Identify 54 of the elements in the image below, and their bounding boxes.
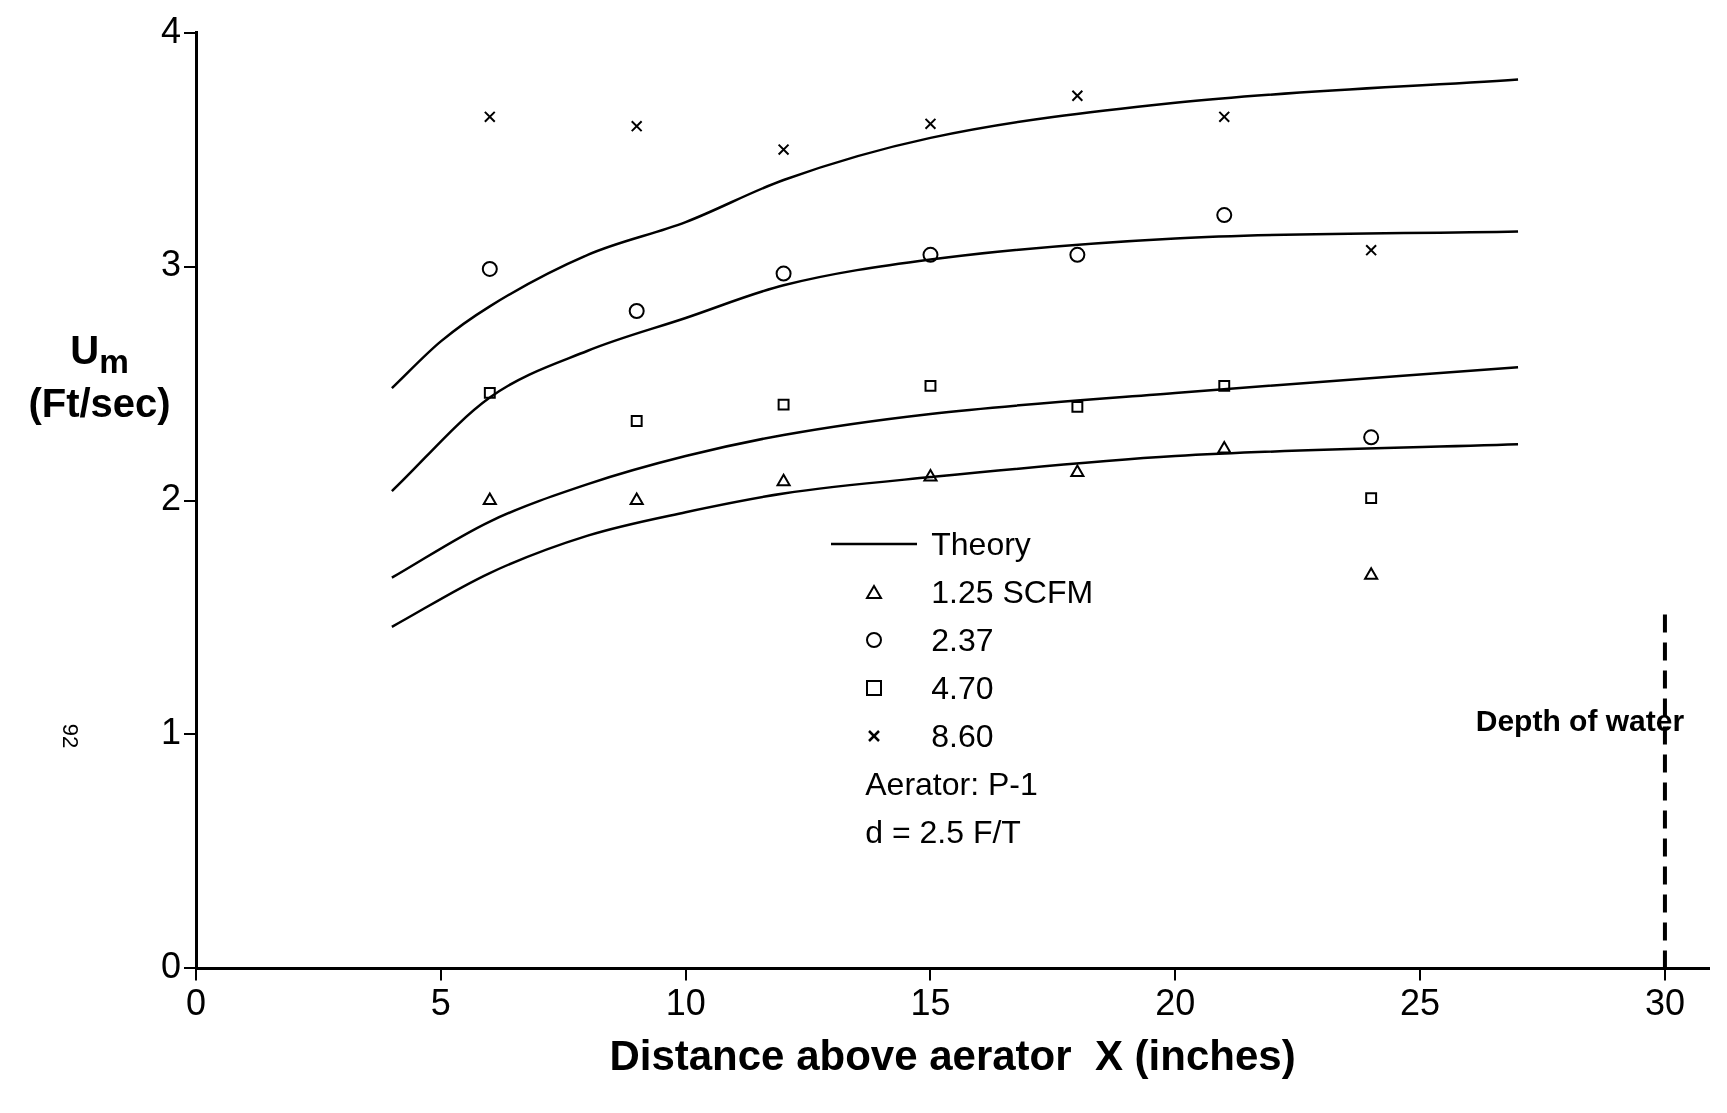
point: [628, 303, 645, 319]
line-series: [390, 443, 1520, 629]
x-tick-label: 30: [1644, 981, 1685, 1023]
y-tick-label: 3: [160, 243, 182, 285]
point: [1218, 379, 1231, 392]
x-tick-label: 15: [910, 981, 951, 1023]
text: 92: [57, 723, 84, 749]
point: [1365, 492, 1378, 505]
legend-label: Theory: [931, 525, 1031, 565]
x-tick-label: 25: [1400, 981, 1441, 1023]
line-series: [390, 78, 1520, 390]
legend-label: 8.60: [931, 717, 994, 757]
point: [629, 492, 644, 505]
y-tick-label: 1: [160, 711, 182, 753]
point: [1216, 207, 1233, 224]
x-tick-label: 20: [1155, 981, 1196, 1023]
point: [922, 246, 939, 263]
y-axis-title: U$_{m}$ (Ft/sec): [27, 328, 172, 426]
point: [1217, 441, 1232, 454]
ref-line-label: Depth of water: [1475, 704, 1685, 738]
point: [481, 260, 498, 277]
point: [924, 117, 937, 130]
point: [776, 473, 791, 487]
y-tick-label: 4: [160, 9, 182, 51]
legend-label: 2.37: [931, 621, 994, 661]
y-tick-label: 0: [160, 945, 182, 987]
point: [1070, 464, 1085, 477]
point: [483, 386, 496, 399]
point: [1363, 429, 1380, 446]
point: [482, 492, 497, 505]
point: [483, 110, 496, 123]
point: [1069, 246, 1086, 263]
point: [1071, 89, 1084, 102]
legend-label: 1.25 SCFM: [931, 573, 1094, 613]
line-series: [390, 365, 1520, 579]
annotation: d = 2.5 F/T: [865, 813, 1022, 853]
point: [777, 143, 790, 156]
x-axis-title: Distance above aerator X (inches): [609, 1032, 1296, 1080]
annotation: Aerator: P-1: [865, 765, 1039, 805]
point: [775, 265, 792, 282]
point: [1365, 244, 1378, 257]
point: [777, 398, 790, 411]
line-series: [390, 230, 1520, 493]
y-tick-label: 2: [160, 477, 182, 519]
x-tick-label: 10: [665, 981, 706, 1023]
point: [630, 415, 643, 427]
x-tick-label: 5: [430, 981, 451, 1023]
legend-label: 4.70: [931, 669, 994, 709]
point: [1364, 567, 1379, 580]
point: [924, 379, 937, 392]
point: [923, 469, 938, 482]
point: [630, 120, 643, 133]
point: [1218, 110, 1231, 123]
point: [1071, 400, 1084, 413]
